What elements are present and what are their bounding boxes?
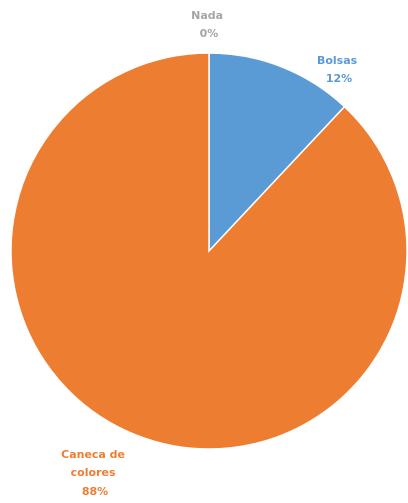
- pie-slice-bolsas: [208, 52, 346, 253]
- data-label-caneca: Caneca de colores 88%: [61, 448, 129, 498]
- label-caneca-percent: 88%: [82, 485, 108, 498]
- label-caneca-line1: Caneca de: [61, 448, 125, 461]
- label-caneca-line2: colores: [71, 466, 116, 479]
- data-label-bolsas: Bolsas 12%: [317, 54, 361, 85]
- label-nada-name: Nada: [191, 9, 223, 22]
- pie-slice-caneca-de-colores: [10, 52, 408, 450]
- data-label-nada: Nada 0%: [191, 9, 227, 40]
- label-bolsas-percent: 12%: [326, 72, 352, 85]
- pie-slices: [10, 52, 408, 450]
- label-bolsas-name: Bolsas: [317, 54, 358, 67]
- label-nada-percent: 0%: [200, 27, 219, 40]
